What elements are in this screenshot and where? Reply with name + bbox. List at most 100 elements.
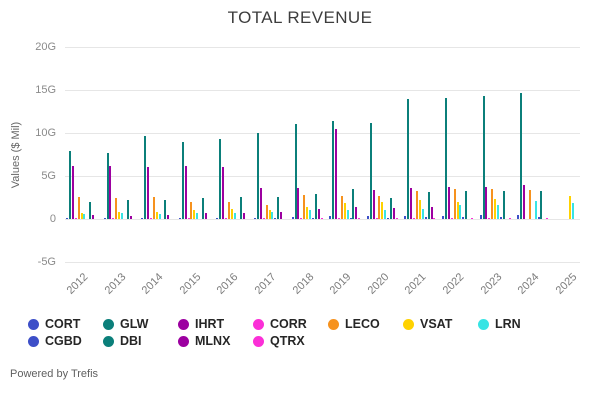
bar-CORT-2023[interactable] (480, 215, 482, 219)
bar-QTRX-2018[interactable] (321, 218, 323, 219)
bar-DBI-2014[interactable] (164, 200, 166, 219)
bar-QTRX-2022[interactable] (471, 218, 473, 219)
bar-CORT-2020[interactable] (367, 216, 369, 219)
bar-CGBD-2022[interactable] (462, 217, 464, 219)
bar-LECO-2015[interactable] (190, 202, 192, 219)
bar-IHRT-2019[interactable] (335, 129, 337, 219)
bar-CGBD-2020[interactable] (387, 218, 389, 219)
bar-CORR-2012[interactable] (75, 218, 77, 219)
bar-CORR-2020[interactable] (376, 218, 378, 219)
bar-DBI-2017[interactable] (277, 197, 279, 219)
bar-CORR-2016[interactable] (225, 218, 227, 219)
bar-VSAT-2016[interactable] (231, 209, 233, 219)
bar-CGBD-2017[interactable] (274, 218, 276, 219)
bar-LRN-2022[interactable] (459, 205, 461, 219)
bar-VSAT-2022[interactable] (457, 202, 459, 219)
bar-MLNX-2016[interactable] (243, 213, 245, 219)
legend-item-IHRT[interactable]: IHRT (178, 317, 253, 331)
bar-VSAT-2015[interactable] (193, 210, 195, 219)
bar-MLNX-2015[interactable] (205, 213, 207, 219)
bar-LRN-2020[interactable] (384, 210, 386, 219)
bar-CORT-2017[interactable] (254, 218, 256, 219)
bar-LRN-2013[interactable] (121, 213, 123, 219)
bar-IHRT-2018[interactable] (297, 188, 299, 219)
bar-CORT-2012[interactable] (66, 218, 68, 219)
bar-CORT-2024[interactable] (517, 215, 519, 219)
bar-IHRT-2015[interactable] (185, 166, 187, 219)
bar-IHRT-2023[interactable] (485, 187, 487, 219)
bar-LECO-2014[interactable] (153, 197, 155, 219)
bar-DBI-2023[interactable] (503, 191, 505, 219)
bar-QTRX-2024[interactable] (546, 218, 548, 219)
bar-CORT-2018[interactable] (292, 217, 294, 219)
bar-CORR-2015[interactable] (188, 218, 190, 219)
bar-LECO-2016[interactable] (228, 202, 230, 219)
bar-DBI-2013[interactable] (127, 200, 129, 219)
legend-item-GLW[interactable]: GLW (103, 317, 178, 331)
bar-CORR-2014[interactable] (150, 218, 152, 219)
bar-CORR-2017[interactable] (263, 218, 265, 219)
bar-CORR-2023[interactable] (488, 218, 490, 219)
bar-VSAT-2020[interactable] (381, 202, 383, 219)
bar-GLW-2013[interactable] (107, 153, 109, 219)
bar-GLW-2024[interactable] (520, 93, 522, 219)
bar-DBI-2019[interactable] (352, 189, 354, 219)
bar-QTRX-2021[interactable] (433, 218, 435, 219)
bar-VSAT-2019[interactable] (344, 203, 346, 219)
bar-GLW-2019[interactable] (332, 121, 334, 219)
bar-DBI-2015[interactable] (202, 198, 204, 219)
bar-VSAT-2014[interactable] (156, 212, 158, 219)
bar-GLW-2022[interactable] (445, 98, 447, 219)
bar-MLNX-2021[interactable] (431, 207, 433, 219)
bar-CORR-2013[interactable] (112, 218, 114, 219)
legend-item-CGBD[interactable]: CGBD (28, 334, 103, 348)
bar-VSAT-2023[interactable] (494, 199, 496, 219)
bar-MLNX-2014[interactable] (167, 215, 169, 219)
bar-LRN-2021[interactable] (422, 209, 424, 219)
bar-LECO-2018[interactable] (303, 195, 305, 219)
bar-LRN-2016[interactable] (234, 213, 236, 219)
bar-CORT-2019[interactable] (329, 216, 331, 219)
bar-VSAT-2013[interactable] (118, 212, 120, 219)
bar-LRN-2024[interactable] (535, 201, 537, 219)
bar-LRN-2017[interactable] (271, 212, 273, 219)
legend-item-LRN[interactable]: LRN (478, 317, 553, 331)
bar-VSAT-2018[interactable] (306, 207, 308, 219)
bar-IHRT-2020[interactable] (373, 190, 375, 219)
bar-LECO-2012[interactable] (78, 197, 80, 219)
legend-item-CORT[interactable]: CORT (28, 317, 103, 331)
legend-item-LECO[interactable]: LECO (328, 317, 403, 331)
bar-DBI-2016[interactable] (240, 197, 242, 219)
bar-DBI-2012[interactable] (89, 202, 91, 219)
bar-MLNX-2013[interactable] (130, 216, 132, 219)
bar-CORR-2019[interactable] (338, 218, 340, 219)
bar-LECO-2024[interactable] (529, 190, 531, 219)
legend-item-VSAT[interactable]: VSAT (403, 317, 478, 331)
bar-MLNX-2012[interactable] (92, 215, 94, 219)
bar-GLW-2017[interactable] (257, 133, 259, 219)
bar-LRN-2014[interactable] (159, 214, 161, 219)
bar-GLW-2018[interactable] (295, 124, 297, 219)
bar-LECO-2013[interactable] (115, 198, 117, 219)
bar-IHRT-2014[interactable] (147, 167, 149, 219)
legend-item-MLNX[interactable]: MLNX (178, 334, 253, 348)
bar-LRN-2012[interactable] (83, 214, 85, 219)
bar-VSAT-2021[interactable] (419, 200, 421, 219)
bar-GLW-2023[interactable] (483, 96, 485, 219)
bar-DBI-2018[interactable] (315, 194, 317, 219)
bar-CORR-2022[interactable] (451, 218, 453, 219)
bar-CORR-2021[interactable] (413, 218, 415, 219)
bar-CORT-2022[interactable] (442, 216, 444, 219)
bar-LECO-2019[interactable] (341, 196, 343, 219)
bar-DBI-2020[interactable] (390, 198, 392, 219)
bar-QTRX-2020[interactable] (396, 218, 398, 219)
bar-IHRT-2017[interactable] (260, 188, 262, 219)
bar-LECO-2020[interactable] (378, 196, 380, 219)
bar-LRN-2025[interactable] (572, 203, 574, 219)
bar-GLW-2015[interactable] (182, 142, 184, 219)
bar-VSAT-2025[interactable] (569, 196, 571, 219)
bar-LRN-2023[interactable] (497, 205, 499, 219)
bar-CORT-2015[interactable] (179, 218, 181, 219)
bar-DBI-2022[interactable] (465, 191, 467, 219)
bar-LECO-2022[interactable] (454, 189, 456, 219)
